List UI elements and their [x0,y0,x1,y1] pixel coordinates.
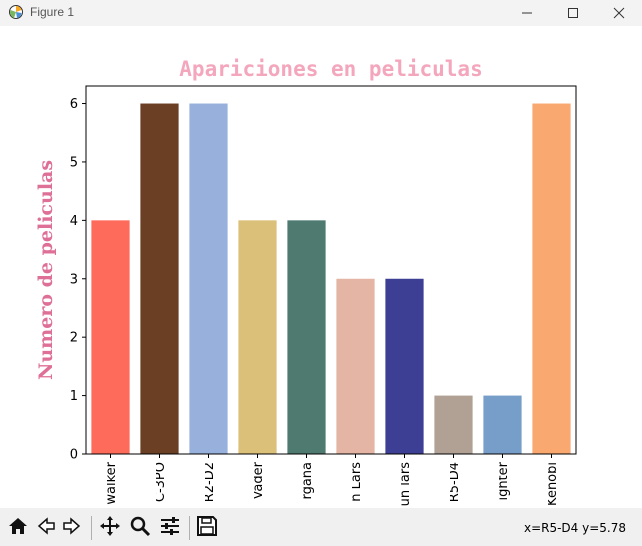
x-tick-label: walker [104,461,119,504]
chart-title: Apariciones en peliculas [179,57,482,81]
x-tick-label: un lars [398,462,413,506]
configure-subplots-icon [159,515,181,541]
y-tick-label: 3 [70,272,78,287]
bar-walker [91,220,130,454]
x-tick-label: R5-D4 [447,462,462,502]
x-tick-label: n Lars [349,462,364,502]
close-button[interactable] [596,0,642,26]
bar-n-lars [336,278,375,454]
toolbar-separator [189,516,190,540]
maximize-icon [567,7,579,19]
home-button[interactable] [6,516,30,540]
figure-canvas[interactable]: 0 1 2 3 4 5 6 walker C-3PO R2-D2 Vader rgana n Lars u… [0,26,642,506]
forward-button[interactable] [60,516,84,540]
y-tick-label: 1 [70,389,78,404]
toolbar-separator [91,516,92,540]
y-axis-label: Numero de peliculas [35,160,57,380]
window-title: Figure 1 [30,5,75,19]
bar-rgana [287,220,326,454]
cursor-coordinates: x=R5-D4 y=5.78 [523,521,626,535]
pan-button[interactable] [98,516,122,540]
bar-kenobi [532,103,571,455]
bar-r5-d4 [434,395,473,454]
bar-chart: 0 1 2 3 4 5 6 walker C-3PO R2-D2 Vader rgana n Lars u… [35,57,577,506]
bar-un-lars [385,278,424,454]
bar-ighter [483,395,522,454]
x-tick-label: Kenobi [545,462,560,506]
zoom-icon [129,515,151,541]
pan-icon [99,515,121,541]
x-tick-label: C-3PO [153,462,168,502]
back-button[interactable] [34,516,58,540]
configure-subplots-button[interactable] [158,516,182,540]
bar-r2-d2 [189,103,228,455]
y-tick-label: 6 [70,97,78,112]
back-arrow-icon [35,515,57,541]
minimize-icon [521,7,533,19]
x-tick-label: R2-D2 [202,462,217,502]
y-tick-label: 0 [70,448,78,463]
home-icon [7,515,29,541]
save-button[interactable] [195,516,219,540]
minimize-button[interactable] [504,0,550,26]
close-icon [613,7,625,19]
window-titlebar: Figure 1 [0,0,642,27]
bar-c-3po [140,103,179,455]
bar-vader [238,220,277,454]
y-tick-label: 2 [70,331,78,346]
save-icon [196,515,218,541]
forward-arrow-icon [61,515,83,541]
axes-frame [85,85,577,455]
y-tick-label: 4 [70,214,78,229]
zoom-button[interactable] [128,516,152,540]
x-tick-label: Vader [251,461,266,499]
y-tick-label: 5 [70,155,78,170]
x-tick-label: ighter [496,461,511,500]
matplotlib-icon [8,4,24,20]
navigation-toolbar: x=R5-D4 y=5.78 [0,508,642,546]
x-tick-label: rgana [300,462,315,500]
maximize-button[interactable] [550,0,596,26]
